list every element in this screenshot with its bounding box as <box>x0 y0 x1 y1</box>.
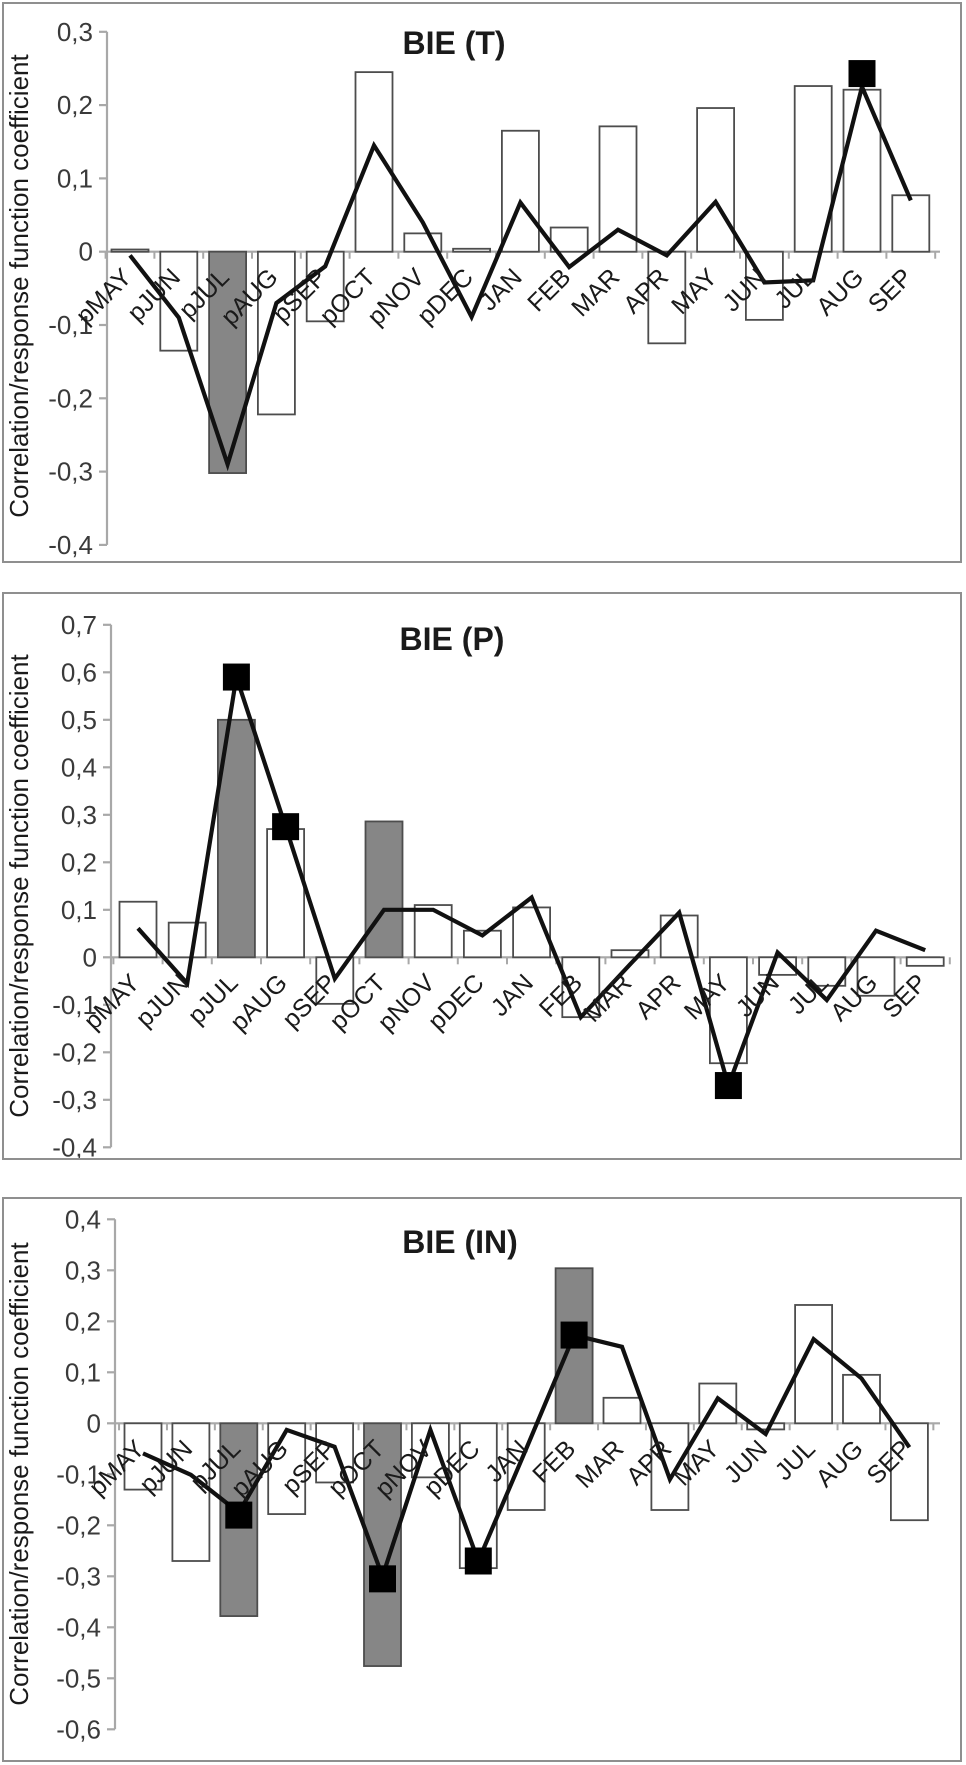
bar <box>110 248 150 253</box>
y-tick-label: -0,1 <box>48 310 93 340</box>
category-label: APR <box>630 969 686 1025</box>
y-tick-label: 0,2 <box>61 847 97 877</box>
bar <box>266 828 306 959</box>
category-label: pNOV <box>362 263 430 331</box>
significance-marker <box>225 1501 253 1529</box>
bar <box>354 71 394 253</box>
bar <box>647 250 687 345</box>
panel-bie-p: 0,7 0,6 0,5 0,4 0,3 0,2 0,1 0 -0,1 -0,2 -0,3 -0,4 pM… <box>2 592 962 1160</box>
category-label: AUG <box>811 1435 869 1493</box>
category-label: pAUG <box>225 969 293 1037</box>
y-tick-label: -0,2 <box>48 383 93 413</box>
y-tick-label: 0,2 <box>57 90 93 120</box>
y-tick-label: -0,1 <box>52 990 97 1020</box>
y-tick-label: -0,2 <box>56 1510 101 1540</box>
significance-marker <box>369 1565 396 1593</box>
bie-t-chart: 0,30,20,10-0,1-0,2-0,3-0,4pMAYpJUNpJULpA… <box>4 17 940 560</box>
y-tick-label: 0,3 <box>65 1255 101 1285</box>
y-tick-label: 0,3 <box>57 17 93 47</box>
chart-title: BIE (P) <box>400 621 505 657</box>
bar <box>167 921 207 959</box>
bar <box>598 125 638 253</box>
y-tick-label: 0,1 <box>57 163 93 193</box>
category-label: AUG <box>811 263 869 321</box>
significance-marker <box>560 1321 588 1349</box>
y-tick-label: -0,2 <box>52 1037 97 1067</box>
category-label: FEB <box>522 263 576 317</box>
y-tick-label: -0,6 <box>56 1714 101 1744</box>
y-tick-label: 0 <box>87 1408 101 1438</box>
y-tick-label: 0,1 <box>61 895 97 925</box>
response-line <box>136 676 926 1093</box>
category-label: JAN <box>474 263 527 316</box>
bar-significant <box>364 820 404 959</box>
y-axis-title: Correlation/response function coefficien… <box>4 54 34 518</box>
category-label: JAN <box>486 969 539 1022</box>
bar <box>452 247 492 253</box>
y-tick-label: 0,4 <box>65 1204 101 1234</box>
y-tick-label: -0,1 <box>56 1459 101 1489</box>
category-label: JUN <box>719 1435 773 1489</box>
significance-marker <box>464 1547 492 1575</box>
y-tick-label: -0,5 <box>56 1663 101 1693</box>
y-tick-label: 0 <box>83 942 97 972</box>
category-label: MAR <box>566 263 625 322</box>
category-label: pDEC <box>423 969 490 1036</box>
significance-marker <box>848 60 876 88</box>
bar <box>267 1422 307 1515</box>
bar <box>506 1422 546 1511</box>
y-tick-label: 0 <box>79 237 93 267</box>
y-tick-label: -0,4 <box>48 530 93 560</box>
category-label: JUL <box>770 1435 821 1486</box>
y-tick-label: 0,5 <box>61 705 97 735</box>
bar <box>890 1422 929 1522</box>
y-tick-label: 0,7 <box>61 610 97 640</box>
y-tick-label: -0,3 <box>52 1085 97 1115</box>
panel-bie-t: 0,3 0,2 0,1 0 -0,1 -0,2 -0,3 -0,4 pMAY pJUN pJUL pA… <box>2 2 962 563</box>
y-tick-label: 0,6 <box>61 657 97 687</box>
chart-title: BIE (T) <box>402 25 505 61</box>
bar <box>171 1422 211 1562</box>
bar <box>696 107 735 253</box>
bar <box>256 250 296 416</box>
response-line <box>142 1332 912 1583</box>
y-tick-label: -0,3 <box>48 457 93 487</box>
significance-marker <box>222 663 250 691</box>
y-tick-label: 0,1 <box>65 1357 101 1387</box>
bar <box>458 1422 498 1570</box>
y-tick-label: -0,4 <box>52 1132 97 1158</box>
y-tick-label: -0,4 <box>56 1612 101 1642</box>
bie-in-chart: 0,40,30,20,10-0,1-0,2-0,3-0,4-0,5-0,6pMA… <box>4 1204 940 1744</box>
panel-bie-in: 0,4 0,3 0,2 0,1 0 -0,1 -0,2 -0,3 -0,4 -0,5 -0,6 pMA… <box>2 1197 962 1762</box>
y-tick-label: 0,4 <box>61 752 97 782</box>
category-label: pMAY <box>71 263 138 330</box>
bar-significant <box>208 250 248 474</box>
response-line <box>128 80 913 472</box>
bar <box>610 949 650 959</box>
y-tick-label: -0,3 <box>56 1561 101 1591</box>
bar <box>856 956 896 997</box>
category-label: SEP <box>863 263 918 318</box>
significance-marker <box>272 813 300 841</box>
category-label: MAR <box>570 1435 629 1494</box>
y-tick-label: 0,2 <box>65 1306 101 1336</box>
chart-title: BIE (IN) <box>402 1224 518 1260</box>
bar <box>315 1422 355 1484</box>
bar <box>123 1422 163 1491</box>
category-label: pNOV <box>372 969 440 1037</box>
bar <box>905 956 945 967</box>
bie-p-chart: 0,70,60,50,40,30,20,10-0,1-0,2-0,3-0,4pM… <box>4 610 951 1158</box>
bar <box>650 1422 690 1511</box>
bar <box>413 904 453 959</box>
y-axis-title: Correlation/response function coefficien… <box>4 1242 34 1706</box>
significance-marker <box>714 1072 742 1100</box>
y-tick-label: 0,3 <box>61 800 97 830</box>
y-axis-title: Correlation/response function coefficien… <box>4 654 34 1118</box>
bar <box>602 1396 642 1425</box>
bar <box>891 194 931 253</box>
category-label: pDEC <box>412 263 479 330</box>
